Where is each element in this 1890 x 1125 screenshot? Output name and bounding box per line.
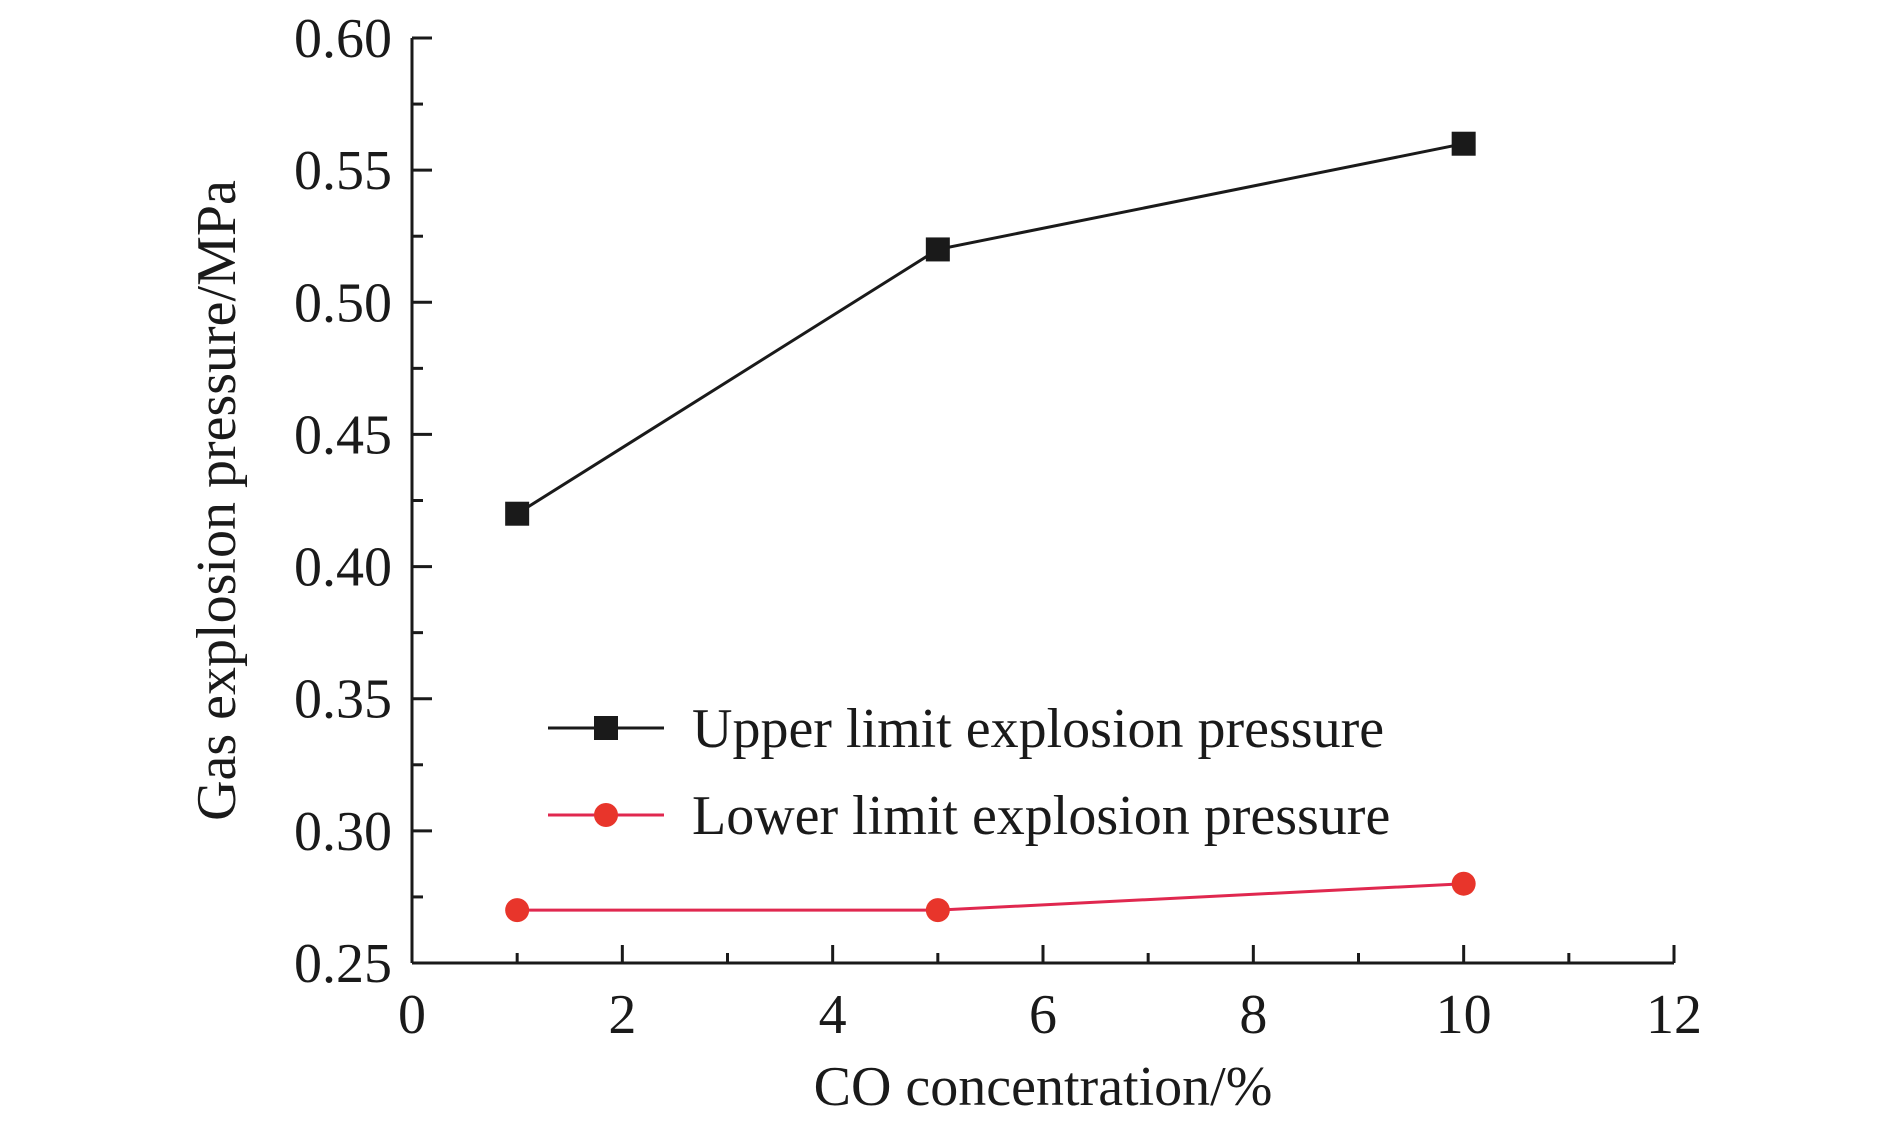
legend-label-upper: Upper limit explosion pressure [692,698,1384,760]
series [505,131,1476,923]
data-point-lower [1451,871,1476,896]
legend: Upper limit explosion pressure Lower lim… [548,698,1390,847]
data-point-upper [1451,131,1476,156]
x-ticks: 0 2 4 6 8 10 12 [398,945,1702,1046]
series-line-upper [516,142,1464,515]
y-tick-label: 0.40 [294,537,392,599]
y-tick-label: 0.60 [294,8,392,70]
y-tick-label: 0.50 [294,272,392,334]
y-ticks: 0.25 0.30 0.35 0.40 0.45 0.50 0.55 0.60 [294,8,432,995]
legend-marker-square [594,716,618,740]
x-tick-label: 8 [1239,984,1267,1046]
data-point-lower [505,898,530,923]
legend-marker-circle [594,803,618,827]
y-axis-title: Gas explosion pressure/MPa [186,180,248,821]
y-tick-label: 0.45 [294,404,392,466]
series-line-lower [517,882,1464,912]
y-tick-label: 0.25 [294,933,392,995]
x-tick-label: 4 [819,984,847,1046]
x-tick-label: 0 [398,984,426,1046]
x-axis-title: CO concentration/% [814,1056,1273,1118]
y-tick-label: 0.30 [294,801,392,863]
data-point-upper [925,237,950,262]
y-tick-label: 0.55 [294,140,392,202]
x-tick-label: 6 [1029,984,1057,1046]
y-tick-label: 0.35 [294,669,392,731]
data-point-upper [505,501,530,526]
x-tick-label: 12 [1646,984,1702,1046]
legend-label-lower: Lower limit explosion pressure [692,785,1390,847]
data-point-lower [925,898,950,923]
x-tick-label: 2 [608,984,636,1046]
x-tick-label: 10 [1436,984,1492,1046]
